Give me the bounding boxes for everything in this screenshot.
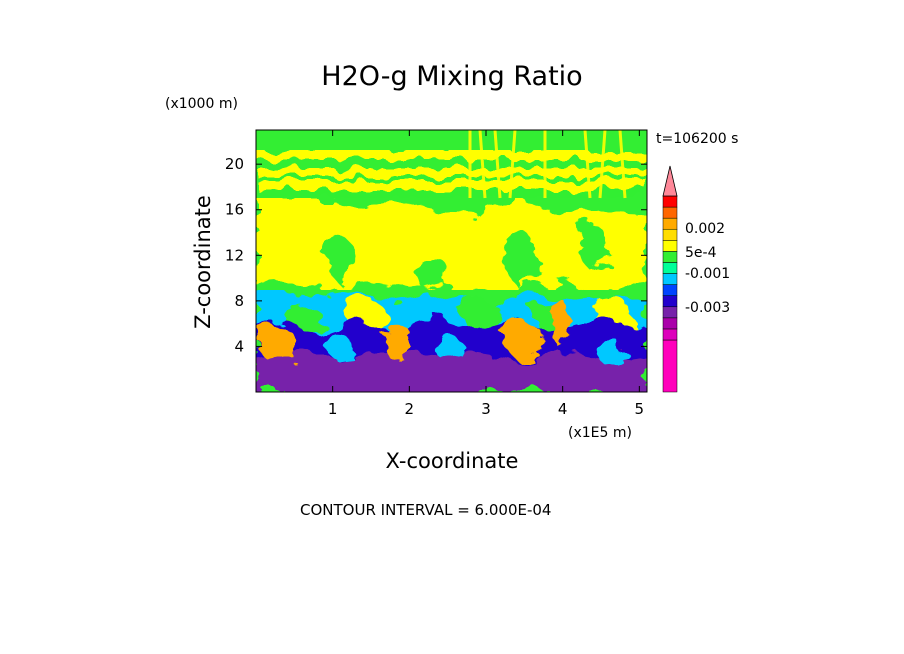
colorbar-swatch [662, 273, 678, 285]
colorbar-swatch [662, 295, 678, 308]
streak [478, 130, 487, 199]
cyan-patch-1 [325, 336, 355, 360]
upper-streaks [468, 130, 627, 199]
colorbar-swatch [662, 328, 678, 341]
colorbar-swatch [662, 206, 678, 219]
colorbar-cap [662, 165, 678, 197]
colorbar-swatch [662, 251, 678, 263]
green-tongue-1 [324, 237, 358, 285]
streak [508, 130, 517, 199]
y-tick-label: 16 [225, 201, 244, 219]
green-tongue-3 [414, 256, 449, 290]
orange-cell-1 [256, 326, 297, 362]
x-axis-label: X-coordinate [386, 449, 519, 473]
x-unit-label: (x1E5 m) [568, 425, 632, 441]
purple-layer [256, 350, 647, 392]
orange-cell-2 [382, 324, 414, 360]
colorbar-swatch [662, 195, 678, 208]
colorbar-label: -0.003 [685, 300, 730, 316]
colorbar-swatch [662, 306, 678, 319]
streak [583, 130, 592, 199]
y-tick-label: 8 [234, 292, 244, 310]
colorbar-label: 5e-4 [685, 245, 717, 261]
y-tick-label: 4 [234, 337, 244, 355]
plot-frame [255, 129, 648, 393]
x-tick-label: 4 [558, 400, 568, 418]
colorbar-swatch [662, 240, 678, 252]
green-tongue-2 [500, 231, 541, 290]
cyan-patch-2 [435, 336, 465, 362]
streak [598, 130, 607, 199]
colorbar-swatch [662, 284, 678, 296]
cyan-patch-3 [595, 338, 624, 364]
contour-interval-note: CONTOUR INTERVAL = 6.000E-04 [300, 501, 551, 519]
lower-layer [256, 297, 647, 392]
y-tick-label: 20 [225, 155, 244, 173]
yellow-lens-1 [344, 298, 386, 330]
colorbar: -0.003 -0.001 5e-4 0.002 [662, 165, 730, 393]
green-tongue-4 [574, 222, 609, 270]
yellow-region [256, 198, 647, 290]
x-tick-label: 2 [405, 400, 415, 418]
green-lens-2 [462, 299, 501, 332]
y-unit-label: (x1000 m) [165, 96, 238, 112]
upper-band-green [256, 190, 647, 198]
y-axis-label: Z-coordinate [191, 195, 215, 329]
x-tick-label: 5 [635, 400, 645, 418]
x-tick-label: 3 [481, 400, 491, 418]
colorbar-swatch [662, 317, 678, 330]
upper-band-yellow-2 [256, 168, 647, 176]
colorbar-swatch [662, 339, 678, 393]
streak [493, 130, 502, 199]
colorbar-label: 0.002 [685, 221, 725, 237]
streak [618, 130, 627, 199]
y-tick-label: 12 [225, 246, 244, 264]
chart-title: H2O-g Mixing Ratio [321, 61, 582, 92]
upper-band-yellow-1 [256, 150, 647, 160]
y-axis: 4 8 12 16 20 [225, 155, 647, 355]
upper-bands [256, 150, 647, 198]
upper-band-yellow-3 [256, 180, 647, 190]
colorbar-swatch [662, 228, 678, 241]
colorbar-label: -0.001 [685, 266, 730, 282]
x-tick-label: 1 [328, 400, 338, 418]
x-axis: 1 2 3 4 5 [328, 130, 644, 418]
colorbar-swatch [662, 262, 678, 274]
time-label: t=106200 s [656, 131, 738, 147]
contour-field [256, 130, 647, 392]
colorbar-swatch [662, 217, 678, 230]
orange-cell-3 [502, 320, 544, 358]
orange-cell-4 [550, 297, 569, 345]
